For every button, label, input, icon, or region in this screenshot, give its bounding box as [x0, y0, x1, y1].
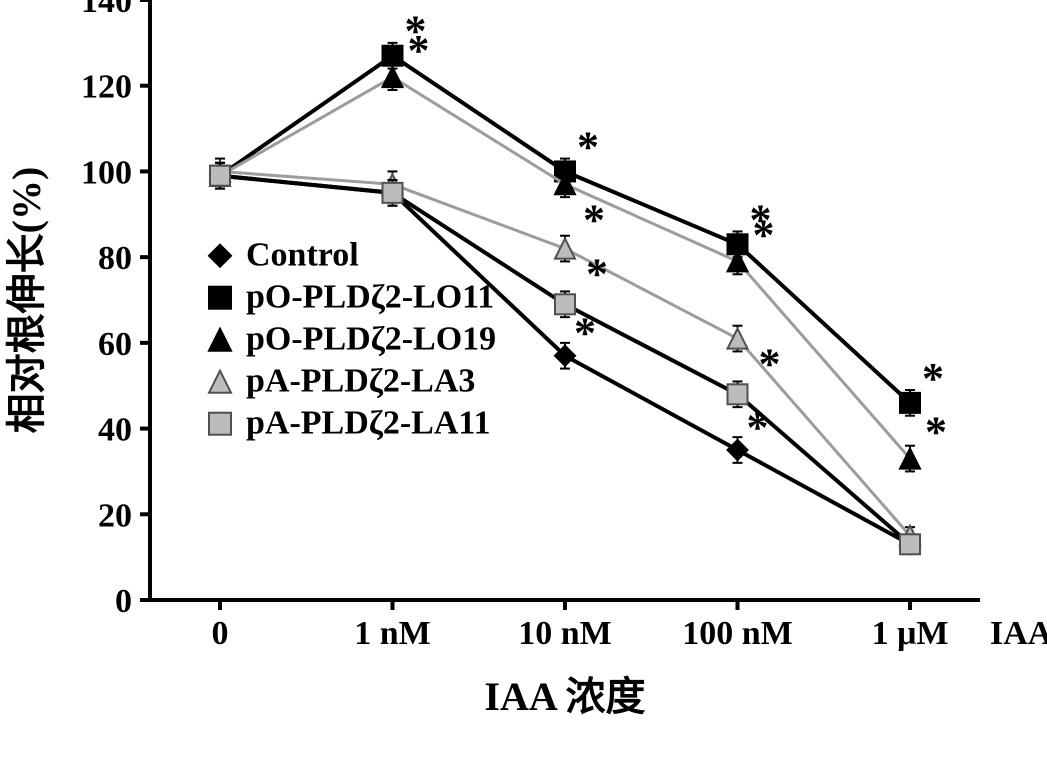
significance-star: *: [922, 354, 944, 403]
significance-star: *: [408, 26, 430, 75]
x-tick-label: 1 μM: [872, 615, 949, 652]
x-axis-inline-suffix: IAA: [990, 615, 1047, 652]
legend-label-pO-PLDζ2-LO11: pO-PLDζ2-LO11: [246, 279, 494, 316]
y-tick-label: 80: [98, 240, 132, 277]
x-axis-label: IAA 浓度: [484, 674, 645, 719]
x-tick-label: 0: [212, 615, 229, 652]
x-tick-label: 100 nM: [682, 615, 793, 652]
legend-label-pA-PLDζ2-LA3: pA-PLDζ2-LA3: [246, 363, 475, 400]
significance-star: *: [759, 339, 781, 388]
y-tick-label: 100: [81, 154, 132, 191]
x-tick-label: 10 nM: [518, 615, 612, 652]
y-tick-label: 120: [81, 69, 132, 106]
y-tick-label: 40: [98, 412, 132, 449]
x-tick-label: 1 nM: [354, 615, 431, 652]
legend: Control pO-PLDζ2-LO11 pO-PLDζ2-LO19 pA-PLDζ…: [209, 237, 496, 442]
significance-star: *: [753, 210, 775, 259]
line-chart: 0 20 40 60 80 100 120 140 0 1 nM 10 nM 100 nM 1 μM IA…: [0, 0, 1047, 763]
y-axis-label: 相对根伸长(%): [4, 167, 49, 434]
y-tick-label: 20: [98, 497, 132, 534]
significance-star: *: [747, 403, 769, 452]
legend-label-Control: Control: [246, 237, 359, 274]
significance-star: *: [583, 196, 605, 245]
legend-label-pO-PLDζ2-LO19: pO-PLDζ2-LO19: [246, 321, 496, 358]
y-tick-label: 0: [115, 583, 132, 620]
significance-star: *: [925, 408, 947, 457]
significance-star: *: [577, 122, 599, 171]
significance-star: *: [586, 249, 608, 298]
chart-svg: 0 20 40 60 80 100 120 140 0 1 nM 10 nM 100 nM 1 μM IA…: [0, 0, 1047, 763]
y-tick-label: 60: [98, 326, 132, 363]
legend-label-pA-PLDζ2-LA11: pA-PLDζ2-LA11: [246, 405, 491, 442]
significance-star: *: [574, 309, 596, 358]
y-tick-label: 140: [81, 0, 132, 20]
series-Control: [210, 163, 920, 554]
